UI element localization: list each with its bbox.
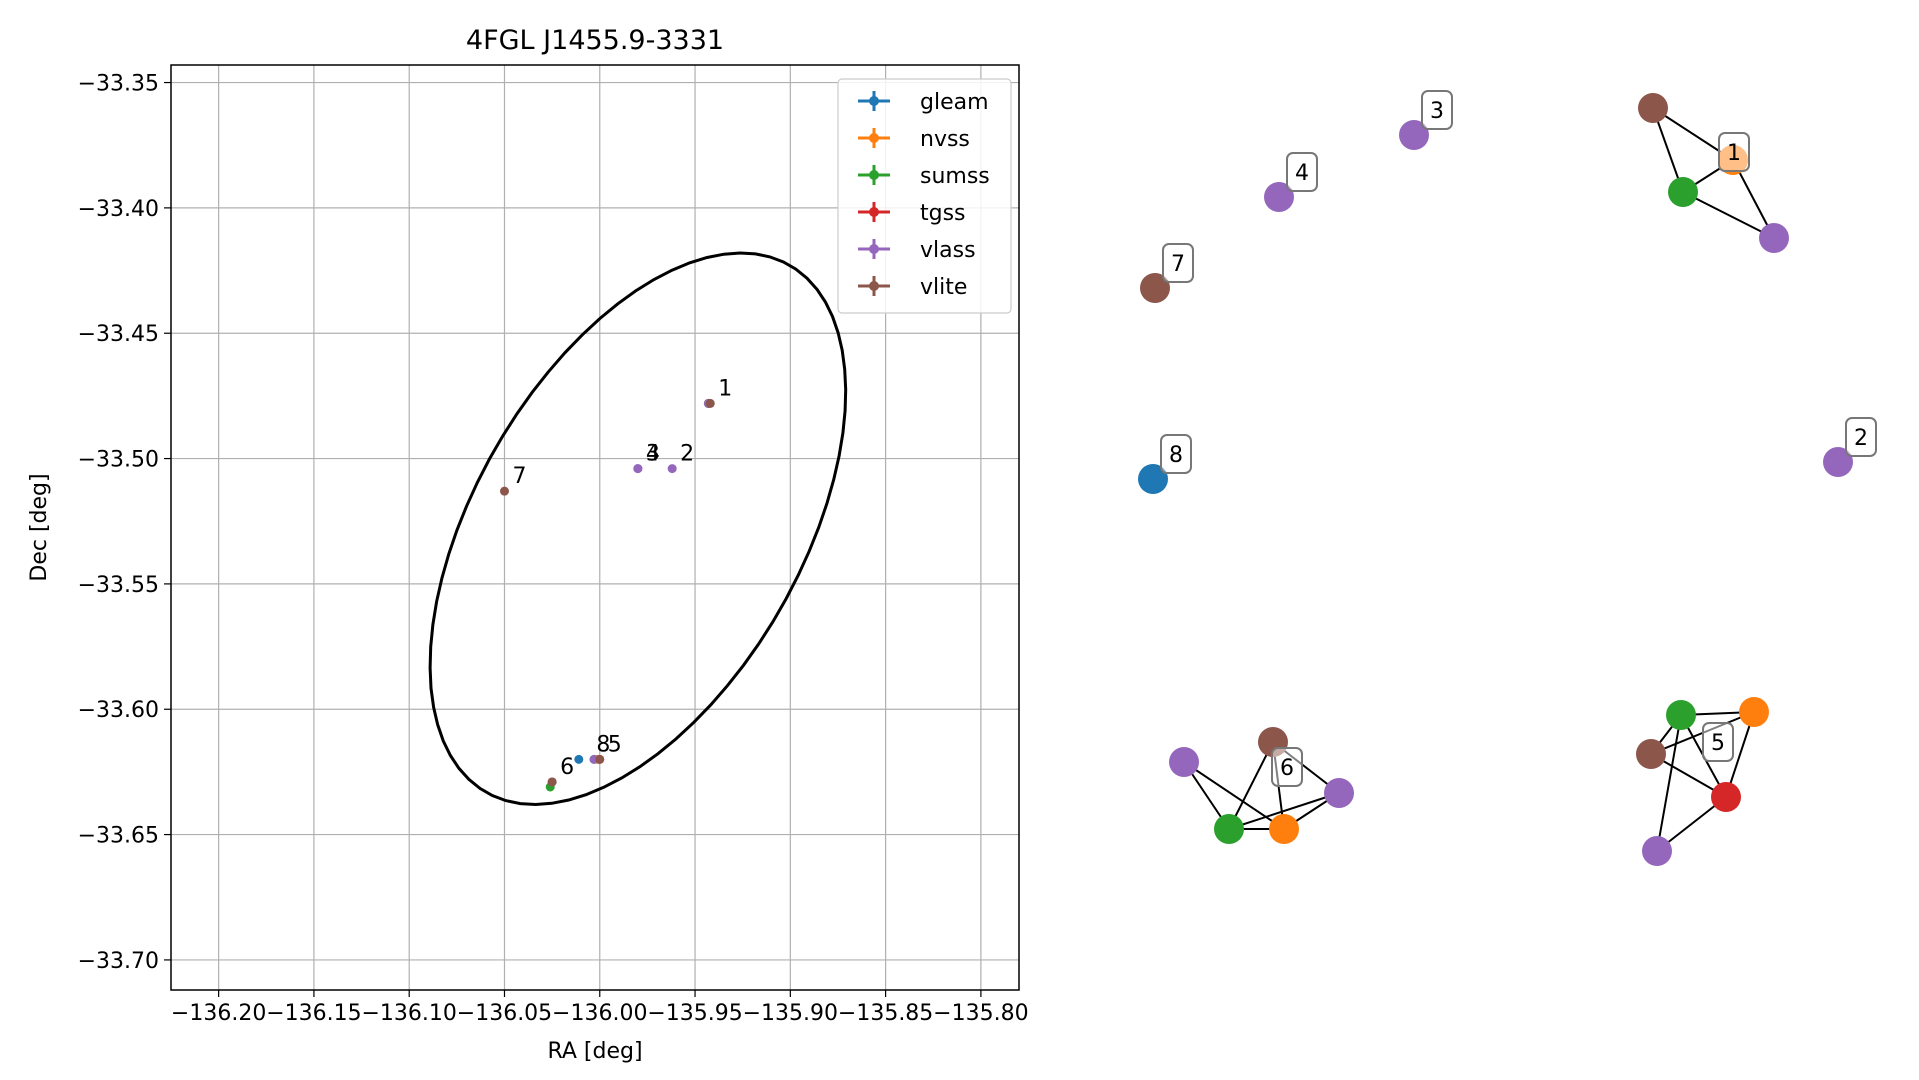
axes-frame: [170, 64, 1020, 991]
y-tick-label: −33.45: [78, 322, 159, 347]
network-node-sumss: [1666, 700, 1696, 730]
network-label: 2: [1854, 426, 1868, 451]
point-vlass: [633, 464, 643, 474]
network-label-box: [1421, 90, 1453, 130]
point-vlite: [547, 777, 557, 787]
network-labels: 1 2 3 4 5 6 7 8: [1160, 90, 1877, 787]
error-ellipse: [428, 251, 848, 807]
network-node-vlite: [1638, 93, 1668, 123]
chart-title: 4FGL J1455.9-3331: [466, 25, 724, 56]
network-node-vlite: [1636, 739, 1666, 769]
axis-ticks: −136.20 −136.15 −136.10 −136.05 −136.00 −135.…: [78, 72, 1029, 1026]
legend-marker-dot: [869, 244, 879, 254]
legend-label: sumss: [920, 164, 990, 189]
network-label: 4: [1295, 161, 1309, 186]
network-label-box: [1162, 243, 1194, 283]
x-tick-label: −135.90: [743, 1001, 838, 1026]
grid: [171, 65, 1019, 990]
y-tick-label: −33.35: [78, 72, 159, 97]
point-vlass: [667, 464, 677, 474]
point-annotations: 1 234 5 6 7 8: [512, 376, 732, 780]
y-tick-label: −33.55: [78, 573, 159, 598]
network-node-nvss: [1739, 697, 1769, 727]
point-label: 7: [512, 464, 526, 489]
point-label: 4: [646, 442, 660, 467]
crossmatch-network: 1 2 3 4 5 6 7 8: [1138, 90, 1877, 866]
network-label-box: [1718, 132, 1750, 172]
network-node-vlass: [1759, 223, 1789, 253]
legend-marker-dot: [869, 96, 879, 106]
network-label: 1: [1727, 141, 1741, 166]
y-tick-label: −33.50: [78, 448, 159, 473]
network-label: 8: [1169, 443, 1183, 468]
point-gleam: [574, 754, 584, 764]
network-node-vlass: [1324, 778, 1354, 808]
network-edge: [1228, 741, 1274, 830]
legend-label: nvss: [920, 127, 970, 152]
legend-marker-dot: [869, 281, 879, 291]
point-label: 3: [646, 442, 660, 467]
x-tick-label: −135.95: [647, 1001, 742, 1026]
legend-marker-dot: [869, 170, 879, 180]
legend-label: gleam: [920, 90, 989, 115]
point-vlite: [499, 486, 509, 496]
network-label: 3: [1430, 99, 1444, 124]
x-tick-label: −136.05: [457, 1001, 552, 1026]
x-tick-label: −136.10: [361, 1001, 456, 1026]
point-vlite: [705, 398, 715, 408]
x-tick-label: −136.15: [266, 1001, 361, 1026]
network-node-sumss: [1214, 814, 1244, 844]
network-node-tgss: [1711, 782, 1741, 812]
point-label: 6: [560, 755, 574, 780]
network-edge: [1656, 714, 1682, 852]
y-tick-label: −33.60: [78, 698, 159, 723]
network-label: 5: [1711, 731, 1725, 756]
x-tick-label: −135.85: [838, 1001, 933, 1026]
network-label: 7: [1171, 252, 1185, 277]
legend-label: vlass: [920, 238, 976, 263]
point-label: 1: [718, 376, 732, 401]
network-node-vlass: [1169, 747, 1199, 777]
y-axis-label: Dec [deg]: [27, 473, 52, 581]
y-tick-label: −33.70: [78, 949, 159, 974]
network-node-vlite: [1140, 273, 1170, 303]
network-node-sumss: [1668, 177, 1698, 207]
network-label-box: [1845, 417, 1877, 457]
network-edge: [1228, 792, 1340, 830]
network-label-box: [1160, 434, 1192, 474]
x-tick-label: −136.00: [552, 1001, 647, 1026]
x-tick-label: −135.80: [933, 1001, 1028, 1026]
network-edge: [1183, 761, 1285, 830]
network-node-vlass: [1642, 836, 1672, 866]
legend: gleam nvss sumss tgss vlass vlite: [837, 78, 1012, 314]
y-tick-label: −33.40: [78, 197, 159, 222]
y-tick-label: −33.65: [78, 824, 159, 849]
x-tick-label: −136.20: [171, 1001, 266, 1026]
x-axis-label: RA [deg]: [547, 1039, 642, 1064]
point-label: 5: [608, 732, 622, 757]
network-node-vlass: [1399, 120, 1429, 150]
point-label: 8: [596, 732, 610, 757]
network-label: 6: [1280, 756, 1294, 781]
network-label-box: [1271, 747, 1303, 787]
point-vlite: [595, 754, 605, 764]
network-label-box: [1702, 722, 1734, 762]
network-edge: [1682, 191, 1775, 239]
legend-marker-dot: [869, 207, 879, 217]
network-node-nvss: [1269, 814, 1299, 844]
legend-label: tgss: [920, 201, 966, 226]
network-node-vlass: [1823, 447, 1853, 477]
network-label-box: [1286, 152, 1318, 192]
point-label: 2: [680, 442, 694, 467]
ellipse-path: [428, 251, 848, 807]
data-points: [499, 398, 715, 792]
legend-marker-dot: [869, 133, 879, 143]
network-nodes: [1138, 93, 1853, 866]
network-node-vlass: [1264, 182, 1294, 212]
legend-label: vlite: [920, 275, 967, 300]
network-node-gleam: [1138, 464, 1168, 494]
